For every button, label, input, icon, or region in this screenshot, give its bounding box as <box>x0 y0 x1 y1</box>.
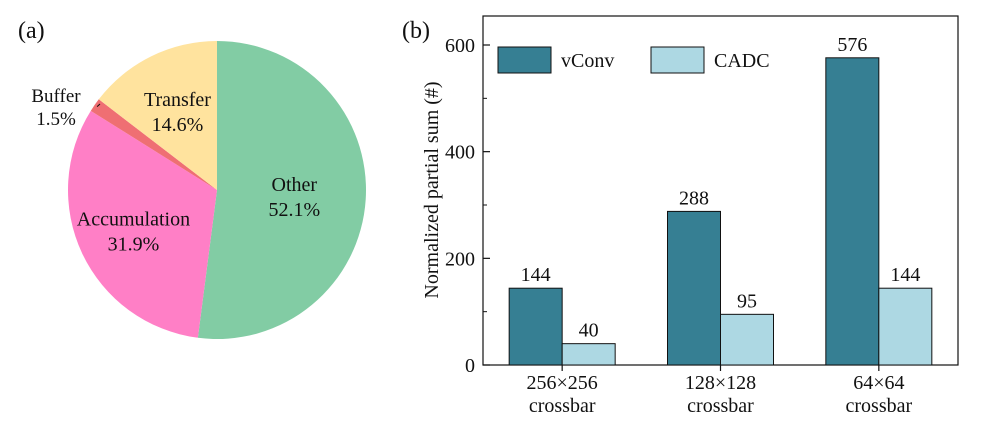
pie-percent-accumulation: 31.9% <box>108 233 160 255</box>
x-tick-label-line1: 256×256 <box>527 372 598 394</box>
pie-percent-other: 52.1% <box>268 199 320 221</box>
bar-cadc-3 <box>878 287 933 366</box>
x-tick-label-line2: crossbar <box>529 395 596 417</box>
x-tick-label-line1: 128×128 <box>685 372 756 394</box>
x-tick-label-line2: crossbar <box>846 395 913 417</box>
bar-chart-panel: (b) 0 200 400 600 Normalized partial sum (#… <box>402 15 959 417</box>
bar-value-cadc-3: 144 <box>890 264 920 286</box>
bar-value-vconv-2: 288 <box>679 187 709 209</box>
x-tick-label-line2: crossbar <box>687 395 754 417</box>
y-tick-label: 600 <box>445 35 475 57</box>
bar-cadc-2 <box>720 313 774 366</box>
bar-value-cadc-1: 40 <box>579 320 599 342</box>
pie-percent-buffer: 1.5% <box>36 109 76 130</box>
pie-label-transfer: Transfer <box>144 89 211 111</box>
bar-vconv-3 <box>825 57 880 366</box>
pie-slices <box>67 41 367 340</box>
bar-value-cadc-2: 95 <box>737 290 757 312</box>
pie-slice-other <box>197 41 367 340</box>
legend-swatch-vconv <box>497 46 552 74</box>
bar-vconv-1 <box>508 287 563 366</box>
pie-percent-transfer: 14.6% <box>152 114 204 136</box>
legend-label-vconv: vConv <box>561 50 614 72</box>
bar-value-vconv-3: 576 <box>837 34 867 56</box>
bar-value-labels: 144 40 288 95 576 144 <box>521 34 921 342</box>
y-tick-label: 0 <box>465 355 475 377</box>
bar-cadc-1 <box>561 343 616 366</box>
panel-label-b: (b) <box>402 18 430 44</box>
legend-swatch-cadc <box>650 46 705 74</box>
legend-label-cadc: CADC <box>714 50 770 72</box>
y-axis-label: Normalized partial sum (#) <box>421 81 443 298</box>
y-axis: 0 200 400 600 <box>445 35 490 377</box>
bar-vconv-2 <box>667 210 721 366</box>
pie-slice-buffer <box>90 99 217 190</box>
bars <box>508 57 933 366</box>
x-axis: 256×256crossbar128×128crossbar64×64cross… <box>527 365 913 417</box>
pie-slice-transfer <box>98 41 217 190</box>
pie-slice-accumulation <box>67 110 217 338</box>
x-tick-label-line1: 64×64 <box>853 372 904 394</box>
pie-label-accumulation: Accumulation <box>77 208 190 230</box>
panel-label-a: (a) <box>18 18 45 44</box>
bar-value-vconv-1: 144 <box>521 264 551 286</box>
pie-chart-panel: (a) Other 52.1% Accumulation 31.9% Buffer1.5… <box>18 18 367 340</box>
pie-leader-line-buffer <box>96 103 101 108</box>
legend: vConv CADC <box>497 46 770 74</box>
y-tick-label: 200 <box>445 248 475 270</box>
pie-label-buffer: Buffer <box>31 86 81 107</box>
pie-label-other: Other <box>272 174 318 196</box>
y-tick-label: 400 <box>445 142 475 164</box>
